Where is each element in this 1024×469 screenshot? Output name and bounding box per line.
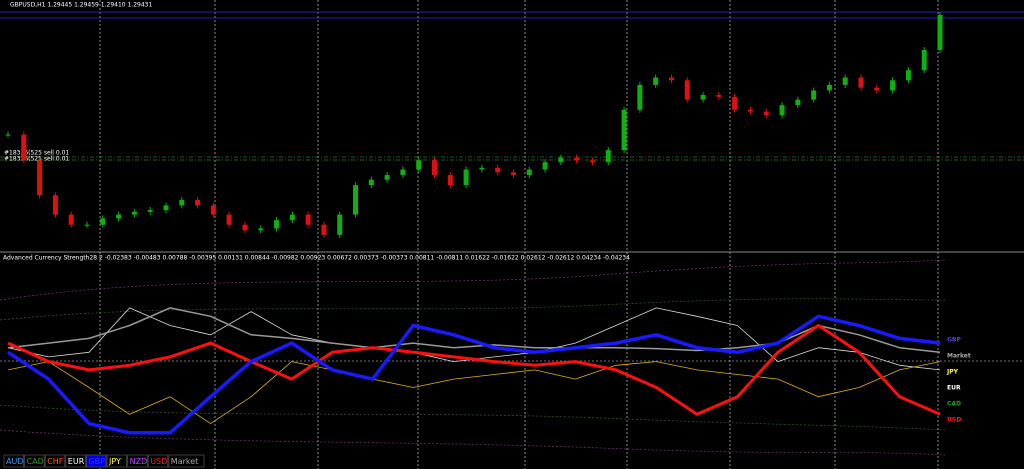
candle <box>100 218 106 225</box>
candle <box>226 214 232 225</box>
candle <box>52 195 58 215</box>
candle <box>921 49 927 71</box>
candle <box>432 160 438 176</box>
candle <box>479 167 485 170</box>
end-label: Market <box>947 353 971 360</box>
legend-label: JPY <box>108 457 121 466</box>
strength-line <box>7 314 941 435</box>
candle <box>289 214 295 221</box>
legend-box <box>24 454 45 468</box>
candle <box>653 77 659 85</box>
symbol-header: GBPUSD,H1 1.29445 1.29459 1.29410 1.2943… <box>10 2 152 9</box>
legend-box <box>3 454 24 468</box>
candle <box>874 87 880 91</box>
candle <box>700 95 706 100</box>
candle <box>637 84 643 110</box>
band-line <box>0 259 946 301</box>
legend-label: Market <box>171 457 199 466</box>
candle <box>763 111 769 116</box>
end-label: GBP <box>947 337 961 344</box>
candle <box>795 99 801 106</box>
candle <box>131 211 137 215</box>
candle <box>842 77 848 85</box>
candle <box>937 15 943 50</box>
candle <box>179 199 185 206</box>
candle <box>274 220 280 229</box>
end-label: USD <box>947 417 961 424</box>
legend-label: CHF <box>47 457 64 466</box>
candle <box>668 77 674 81</box>
band-line <box>0 298 946 321</box>
candle <box>147 210 153 212</box>
candle <box>5 134 11 136</box>
band-line <box>0 429 946 456</box>
candle <box>495 167 501 173</box>
candle <box>890 80 896 91</box>
candle <box>416 160 422 170</box>
order-label: #18326(525 sell 0.01 <box>4 156 69 163</box>
candle <box>510 172 516 176</box>
candle <box>210 205 216 215</box>
candle <box>242 224 248 231</box>
legend-box <box>106 454 127 468</box>
candle <box>747 109 753 112</box>
legend-label: GBP <box>88 457 105 466</box>
candle <box>732 96 738 110</box>
candle <box>526 169 532 176</box>
candle <box>574 157 580 161</box>
candle <box>811 90 817 100</box>
candle <box>447 175 453 186</box>
end-label: EUR <box>947 385 961 392</box>
legend-label: AUD <box>6 457 24 466</box>
candle <box>400 169 406 176</box>
legend-label: CAD <box>27 457 44 466</box>
legend-label: EUR <box>68 457 85 466</box>
end-label: CAD <box>947 401 961 408</box>
candle <box>605 150 611 163</box>
legend-box <box>168 454 205 468</box>
candle <box>163 205 169 211</box>
candle <box>258 228 264 231</box>
order-label: #18326(525 sell 0.01 <box>4 150 69 157</box>
candle <box>463 169 469 186</box>
legend-box <box>86 454 107 468</box>
legend-label: USD <box>150 457 167 466</box>
legend-box <box>65 454 86 468</box>
candle <box>905 70 911 81</box>
candle <box>716 95 722 97</box>
candle <box>542 162 548 170</box>
band-line <box>0 404 946 431</box>
candle <box>558 157 564 163</box>
legend-box <box>44 454 66 468</box>
candle <box>684 80 690 100</box>
candle <box>195 199 201 206</box>
candle <box>353 185 359 215</box>
indicator-title: Advanced Currency Strength28 2 -0.02383 … <box>3 255 630 262</box>
legend-box <box>147 454 169 468</box>
candle <box>368 179 374 186</box>
strength-line <box>7 361 941 424</box>
end-label: JPY <box>946 369 959 376</box>
strength-line <box>7 324 941 416</box>
candle <box>779 105 785 116</box>
candle <box>589 160 595 163</box>
candle <box>321 224 327 235</box>
candle <box>384 175 390 180</box>
legend-label: NZD <box>130 457 148 466</box>
candle <box>116 214 122 219</box>
candle <box>84 224 90 226</box>
candle <box>68 214 74 225</box>
candle <box>858 77 864 88</box>
candle <box>21 134 27 161</box>
legend-box <box>127 454 148 468</box>
level-bands <box>0 259 946 456</box>
candle <box>621 109 627 151</box>
candle <box>826 84 832 91</box>
candle <box>37 160 43 196</box>
candle <box>337 214 343 235</box>
candle <box>305 214 311 225</box>
